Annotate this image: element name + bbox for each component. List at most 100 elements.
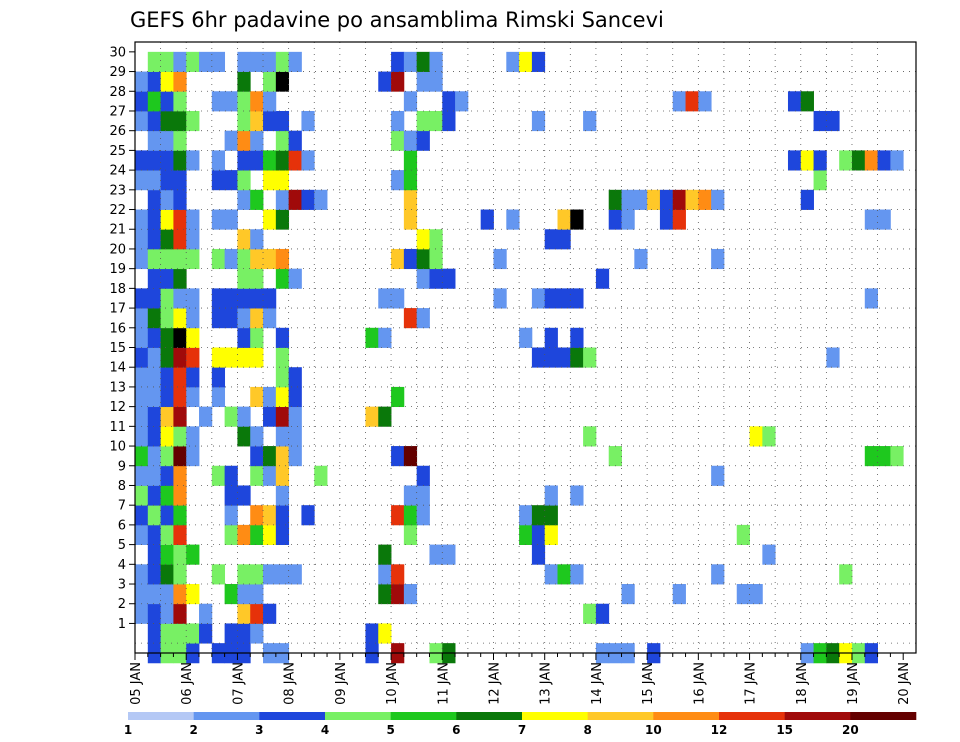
heat-cell bbox=[275, 209, 290, 230]
heat-cell bbox=[634, 248, 648, 270]
heat-cell bbox=[416, 268, 430, 289]
heat-cell bbox=[275, 406, 290, 427]
heat-cell bbox=[800, 91, 814, 112]
cells-layer bbox=[135, 51, 904, 664]
heat-cell bbox=[250, 150, 264, 171]
heat-cell bbox=[199, 623, 213, 644]
heat-cell bbox=[224, 465, 238, 486]
heat-cell bbox=[314, 189, 328, 210]
heat-cell bbox=[160, 603, 174, 624]
heat-cell bbox=[391, 248, 405, 270]
heat-cell bbox=[851, 150, 866, 171]
heat-cell bbox=[263, 288, 277, 309]
heat-cell bbox=[416, 485, 430, 506]
heat-cell bbox=[442, 544, 456, 565]
heat-cell bbox=[173, 406, 187, 427]
heat-cell bbox=[160, 564, 174, 585]
heat-cell bbox=[250, 603, 264, 624]
colorbar-label: 2 bbox=[189, 723, 197, 737]
heat-cell bbox=[147, 465, 161, 486]
y-tick-label: 5 bbox=[118, 538, 126, 553]
heat-cell bbox=[211, 386, 226, 408]
heat-cell bbox=[211, 51, 226, 72]
heat-cell bbox=[237, 130, 251, 151]
heat-cell bbox=[301, 150, 315, 171]
y-tick-label: 14 bbox=[109, 361, 126, 376]
heat-cell bbox=[211, 209, 226, 230]
heat-cell bbox=[288, 406, 302, 427]
heat-cell bbox=[173, 446, 187, 467]
y-tick-label: 3 bbox=[118, 578, 126, 593]
heat-cell bbox=[736, 584, 750, 605]
heat-cell bbox=[237, 51, 251, 72]
heat-cell bbox=[839, 150, 853, 171]
colorbar-label: 8 bbox=[583, 723, 591, 737]
x-tick-label: 20 JAN bbox=[897, 662, 912, 705]
heat-cell bbox=[672, 91, 686, 112]
heat-cell bbox=[224, 209, 238, 230]
heat-cell bbox=[787, 150, 802, 171]
y-tick-label: 20 bbox=[109, 242, 126, 257]
heat-cell bbox=[288, 564, 302, 585]
heat-cell bbox=[160, 189, 174, 210]
y-tick-label: 21 bbox=[109, 223, 126, 238]
heat-cell bbox=[160, 268, 174, 289]
heat-cell bbox=[378, 71, 392, 92]
heat-cell bbox=[672, 209, 686, 230]
heat-cell bbox=[275, 189, 290, 210]
heat-cell bbox=[147, 51, 161, 72]
heat-cell bbox=[160, 367, 174, 388]
heat-cell bbox=[403, 150, 418, 171]
heat-cell bbox=[263, 91, 277, 112]
y-tick-label: 26 bbox=[109, 124, 126, 139]
heat-cell bbox=[135, 446, 149, 467]
colorbar-label: 6 bbox=[452, 723, 460, 737]
heat-cell bbox=[250, 386, 264, 408]
heat-cell bbox=[173, 209, 187, 230]
x-tick-label: 12 JAN bbox=[487, 662, 502, 705]
heat-cell bbox=[391, 386, 405, 408]
heat-cell bbox=[135, 150, 149, 171]
y-tick-label: 17 bbox=[109, 302, 126, 317]
x-tick-label: 16 JAN bbox=[692, 662, 707, 705]
heat-cell bbox=[237, 603, 251, 624]
heat-cell bbox=[826, 347, 840, 368]
heat-cell bbox=[135, 229, 149, 250]
heat-cell bbox=[173, 248, 187, 270]
heat-cell bbox=[147, 150, 161, 171]
heat-cell bbox=[685, 189, 699, 210]
heat-cell bbox=[416, 110, 430, 132]
heat-cell bbox=[403, 130, 418, 151]
heat-cell bbox=[275, 564, 290, 585]
heat-cell bbox=[250, 426, 264, 447]
heat-cell bbox=[199, 51, 213, 72]
heat-cell bbox=[135, 524, 149, 545]
heat-cell bbox=[544, 327, 558, 348]
colorbar-swatch bbox=[193, 712, 260, 720]
heat-cell bbox=[147, 110, 161, 132]
heat-cell bbox=[378, 623, 392, 644]
heat-cell bbox=[250, 268, 264, 289]
heat-cell bbox=[224, 130, 238, 151]
heat-cell bbox=[160, 288, 174, 309]
heat-cell bbox=[186, 209, 200, 230]
heat-cell bbox=[186, 446, 200, 467]
heat-cell bbox=[391, 110, 405, 132]
heat-cell bbox=[135, 209, 149, 230]
heat-cell bbox=[263, 71, 277, 92]
heat-cell bbox=[147, 524, 161, 545]
heat-cell bbox=[160, 209, 174, 230]
colorbar: 1 2 3 4 5 6 7 8 10 12 15 20 bbox=[124, 712, 917, 737]
y-tick-label: 4 bbox=[118, 558, 126, 573]
y-tick-label: 28 bbox=[109, 85, 126, 100]
heat-cell bbox=[275, 524, 290, 545]
heat-cell bbox=[173, 347, 187, 368]
heat-cell bbox=[416, 51, 430, 72]
heat-cell bbox=[173, 584, 187, 605]
heat-cell bbox=[135, 110, 149, 132]
heat-cell bbox=[531, 347, 546, 368]
colorbar-swatch bbox=[259, 712, 326, 720]
x-tick-label: 14 JAN bbox=[590, 662, 605, 705]
heat-cell bbox=[224, 406, 238, 427]
y-tick-label: 18 bbox=[109, 282, 126, 297]
